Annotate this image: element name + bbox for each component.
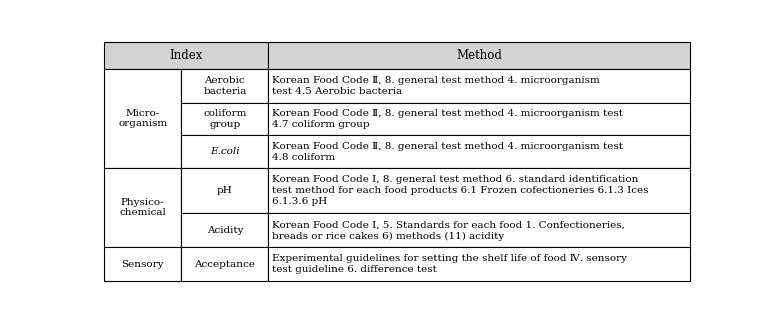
- Bar: [104, 247, 181, 281]
- Text: coliform
group: coliform group: [203, 109, 246, 129]
- Bar: [268, 168, 691, 213]
- Text: Korean Food Code Ⅱ, 8. general test method 4. microorganism test
4.7 coliform gr: Korean Food Code Ⅱ, 8. general test meth…: [272, 109, 623, 129]
- Bar: [181, 103, 268, 135]
- Bar: [104, 69, 181, 168]
- Text: Physico-
chemical: Physico- chemical: [119, 198, 166, 217]
- Bar: [268, 213, 691, 247]
- Text: Micro-
organism: Micro- organism: [119, 109, 167, 128]
- Bar: [181, 69, 268, 103]
- Text: Method: Method: [456, 49, 502, 62]
- Text: Korean Food Code Ⅰ, 5. Standards for each food 1. Confectioneries,
breads or ric: Korean Food Code Ⅰ, 5. Standards for eac…: [272, 220, 625, 241]
- Text: Acidity: Acidity: [207, 226, 243, 235]
- Text: Index: Index: [170, 49, 203, 62]
- Text: Aerobic
bacteria: Aerobic bacteria: [203, 76, 246, 95]
- Bar: [181, 247, 268, 281]
- Bar: [181, 213, 268, 247]
- Bar: [268, 42, 691, 69]
- Bar: [268, 135, 691, 168]
- Text: Sensory: Sensory: [122, 260, 164, 269]
- Bar: [268, 247, 691, 281]
- Text: Acceptance: Acceptance: [195, 260, 255, 269]
- Text: Korean Food Code Ⅱ, 8. general test method 4. microorganism test
4.8 coliform: Korean Food Code Ⅱ, 8. general test meth…: [272, 142, 623, 162]
- Bar: [104, 168, 181, 247]
- Bar: [181, 168, 268, 213]
- Text: pH: pH: [217, 186, 232, 195]
- Bar: [268, 103, 691, 135]
- Text: Experimental guidelines for setting the shelf life of food Ⅳ. sensory
test guide: Experimental guidelines for setting the …: [272, 254, 627, 274]
- Bar: [268, 69, 691, 103]
- Text: Korean Food Code Ⅱ, 8. general test method 4. microorganism
test 4.5 Aerobic bac: Korean Food Code Ⅱ, 8. general test meth…: [272, 76, 600, 96]
- Bar: [104, 42, 268, 69]
- Bar: [181, 135, 268, 168]
- Text: Korean Food Code Ⅰ, 8. general test method 6. standard identification
test metho: Korean Food Code Ⅰ, 8. general test meth…: [272, 175, 649, 206]
- Text: E.coli: E.coli: [210, 147, 239, 156]
